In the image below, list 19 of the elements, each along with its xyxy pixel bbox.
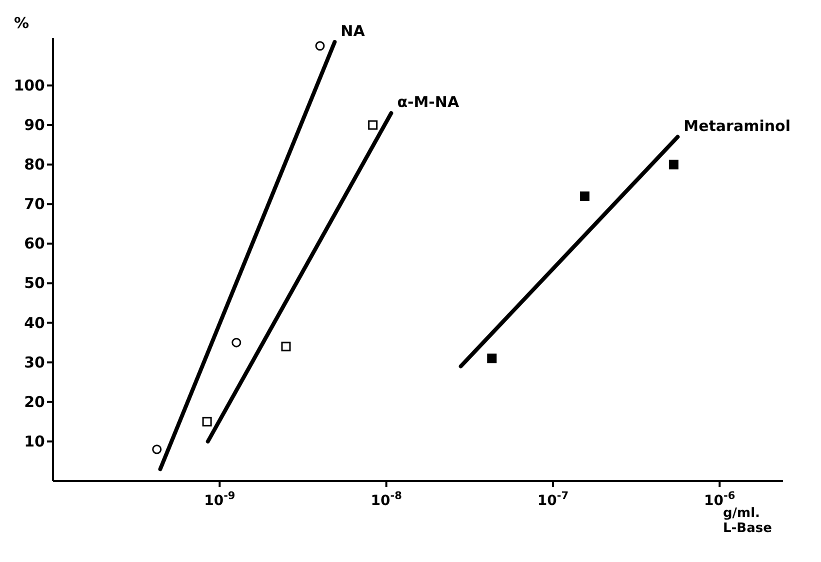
series-label: Metaraminol [684, 116, 790, 135]
x-tick-label: 10$^{-7}$ [537, 490, 569, 509]
y-tick-label: 10 [24, 432, 45, 450]
y-tick-label: 60 [24, 234, 45, 253]
y-tick-label: 80 [24, 156, 45, 174]
y-tick-label: 70 [24, 195, 45, 214]
series-label: NA [340, 22, 366, 40]
x-tick-label: 10$^{-8}$ [370, 490, 402, 509]
x-tick-label: 10$^{-6}$ [704, 490, 736, 509]
y-tick-label: 90 [24, 116, 45, 134]
x-axis-title: g/ml. L-Base [723, 506, 772, 536]
y-axis-title: % [14, 14, 30, 32]
y-tick-label: 20 [24, 392, 45, 411]
y-tick-label: 40 [24, 314, 45, 332]
series-label: α-M-NA [397, 93, 460, 112]
y-tick-label: 100 [14, 76, 45, 94]
y-tick-label: 50 [24, 274, 45, 292]
y-tick-label: 30 [24, 353, 45, 372]
x-tick-label: 10$^{-9}$ [204, 490, 236, 509]
